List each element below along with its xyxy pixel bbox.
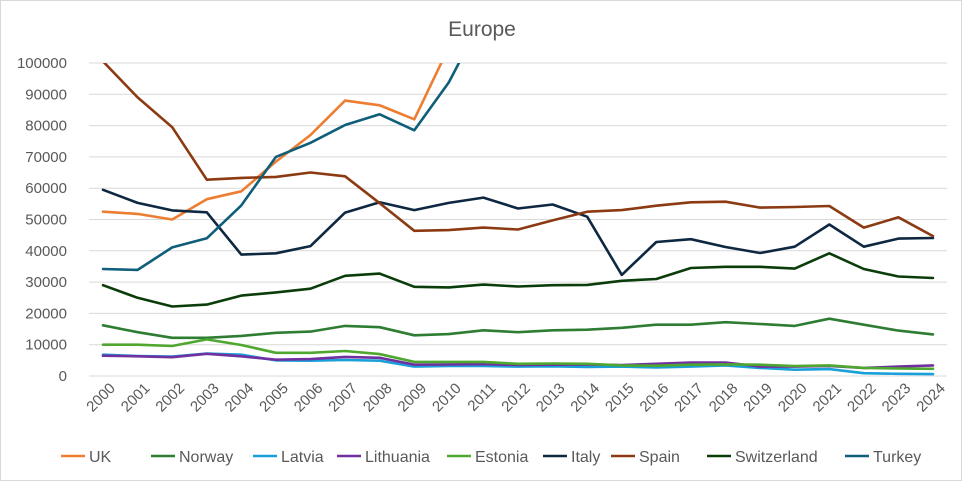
x-tick-label: 2002 <box>152 380 188 416</box>
x-tick-label: 2017 <box>671 380 707 416</box>
series-line-turkey <box>101 63 461 272</box>
series-line-italy <box>101 188 935 277</box>
series-line-spain <box>102 63 935 238</box>
legend-item-lithuania: Lithuania <box>337 449 430 466</box>
legend-item-estonia: Estonia <box>447 449 528 466</box>
legend-item-norway: Norway <box>151 449 233 466</box>
legend-label: Turkey <box>873 449 921 466</box>
x-tick-label: 2009 <box>395 380 431 416</box>
series-line-latvia <box>101 352 935 376</box>
x-tick-label: 2013 <box>533 380 569 416</box>
legend-item-turkey: Turkey <box>845 449 921 466</box>
y-tick-label: 100000 <box>17 55 67 72</box>
series-line-estonia <box>101 338 935 371</box>
x-tick-label: 2014 <box>567 380 603 416</box>
x-tick-label: 2012 <box>498 380 534 416</box>
y-tick-label: 70000 <box>25 149 67 166</box>
legend-label: Lithuania <box>365 449 430 466</box>
series-line-switzerland <box>101 252 935 308</box>
legend: UK Norway Latvia Lithuania Estonia Italy Spain… <box>61 449 921 466</box>
gridlines <box>89 62 947 377</box>
x-tick-label: 2016 <box>637 380 673 416</box>
legend-label: Norway <box>179 449 233 466</box>
legend-label: Italy <box>571 449 600 466</box>
x-tick-label: 2020 <box>775 380 811 416</box>
x-tick-label: 2018 <box>706 380 742 416</box>
y-tick-label: 30000 <box>25 274 67 291</box>
x-tick-label: 2010 <box>429 380 465 416</box>
x-tick-label: 2004 <box>222 380 258 416</box>
x-tick-label: 2001 <box>118 380 154 416</box>
legend-item-uk: UK <box>61 449 112 466</box>
x-tick-label: 2011 <box>464 380 499 415</box>
series-line-uk <box>101 63 443 221</box>
legend-label: Switzerland <box>735 449 818 466</box>
y-tick-label: 20000 <box>25 305 67 322</box>
legend-label: Estonia <box>475 449 528 466</box>
series-line-norway <box>101 317 935 340</box>
chart-title: Europe <box>448 18 516 41</box>
x-tick-label: 2024 <box>913 380 949 416</box>
x-tick-label: 2021 <box>810 380 846 416</box>
x-axis-ticks: 2000200120022003200420052006200720082009… <box>83 380 949 416</box>
legend-item-spain: Spain <box>611 449 680 466</box>
y-tick-label: 80000 <box>25 118 67 135</box>
y-tick-label: 10000 <box>25 337 67 354</box>
x-tick-label: 2000 <box>83 380 119 416</box>
series-lines <box>101 63 935 376</box>
legend-item-switzerland: Switzerland <box>707 449 818 466</box>
y-tick-label: 90000 <box>25 86 67 103</box>
x-tick-label: 2006 <box>291 380 327 416</box>
y-axis-ticks: 0 10000 20000 30000 40000 50000 60000 70000 8000… <box>17 55 67 385</box>
legend-item-latvia: Latvia <box>253 449 324 466</box>
x-tick-label: 2007 <box>325 380 361 416</box>
y-tick-label: 60000 <box>25 180 67 197</box>
x-tick-label: 2019 <box>740 380 776 416</box>
legend-label: Latvia <box>281 449 324 466</box>
legend-label: Spain <box>639 449 680 466</box>
legend-item-italy: Italy <box>543 449 600 466</box>
x-tick-label: 2022 <box>844 380 880 416</box>
x-tick-label: 2003 <box>187 380 223 416</box>
x-tick-label: 2023 <box>879 380 915 416</box>
y-tick-label: 40000 <box>25 243 67 260</box>
legend-label: UK <box>89 449 112 466</box>
x-tick-label: 2015 <box>602 380 638 416</box>
x-tick-label: 2005 <box>256 380 292 416</box>
y-tick-label: 0 <box>59 368 67 385</box>
y-tick-label: 50000 <box>25 212 67 229</box>
x-tick-label: 2008 <box>360 380 396 416</box>
